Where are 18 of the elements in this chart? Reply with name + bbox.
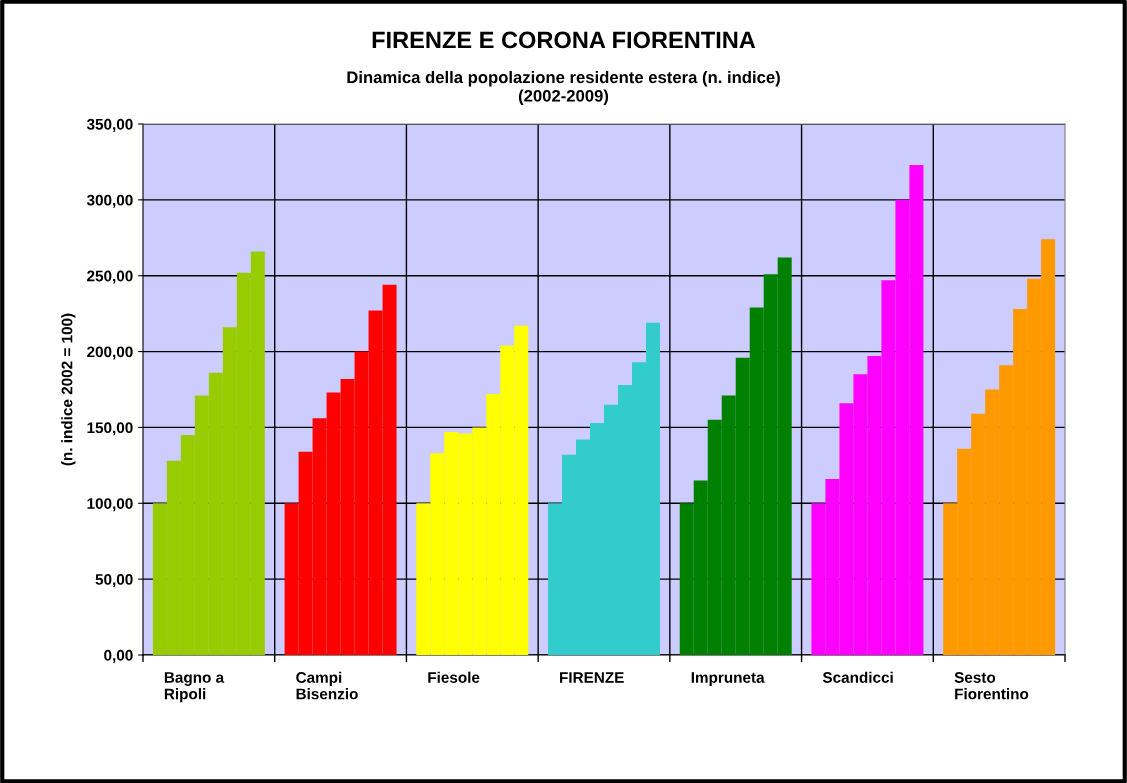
y-tick-label: 0,00 — [104, 649, 133, 663]
x-tick-label: Sesto Fiorentino — [954, 672, 1029, 700]
x-tick-label: Scandicci — [822, 671, 893, 683]
chart-subtitle: Dinamica della popolazione residente estera (n. indice) (2002-2009) — [347, 70, 780, 106]
chart-title: FIRENZE E CORONA FIORENTINA — [372, 31, 756, 49]
x-tick-label: Campi Bisenzio — [296, 671, 358, 700]
x-tick-label: Fiesole — [428, 671, 480, 683]
x-tick-label: Bagno a Ripoli — [164, 672, 225, 703]
x-tick-label: Impruneta — [691, 672, 765, 686]
y-tick-label: 100,00 — [87, 498, 133, 512]
y-tick-label: 150,00 — [87, 422, 133, 436]
y-tick-label: 300,00 — [86, 194, 133, 208]
y-tick-label: 200,00 — [87, 346, 133, 360]
y-tick-label: 350,00 — [86, 118, 133, 132]
y-tick-label: 50,00 — [95, 574, 133, 588]
y-tick-label: 250,00 — [87, 270, 133, 284]
x-tick-label: FIRENZE — [560, 672, 624, 683]
y-axis-title: (n. indice 2002 = 100) — [61, 313, 76, 466]
